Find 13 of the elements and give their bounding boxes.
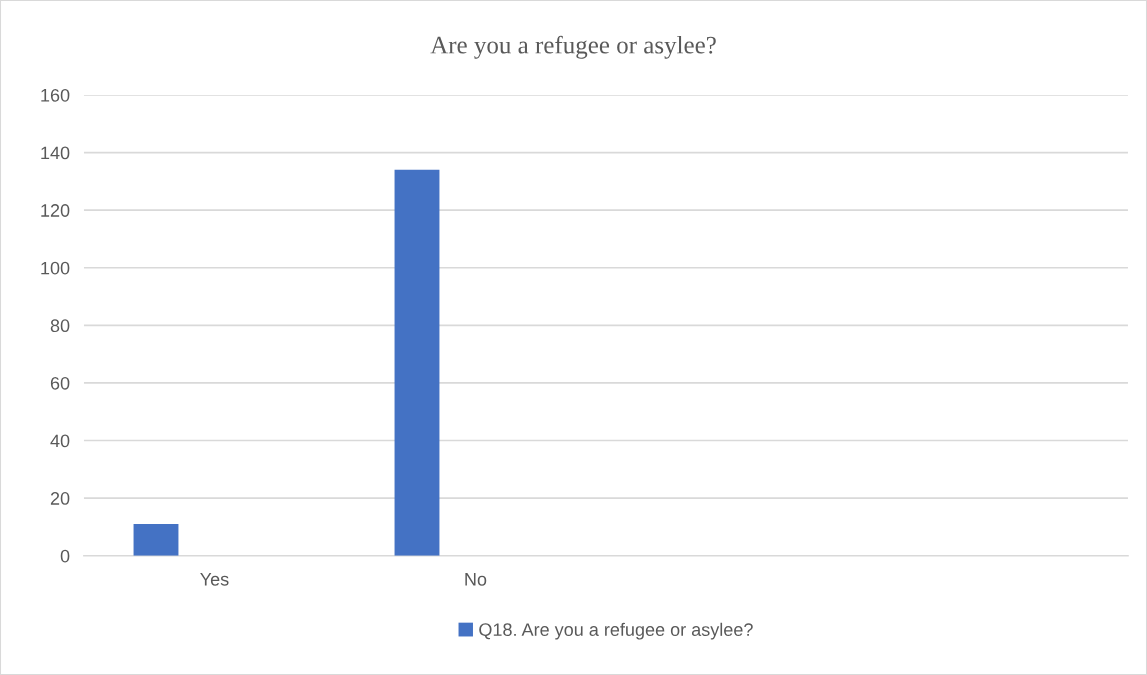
y-tick-label: 60 — [50, 376, 70, 390]
y-tick-label: 0 — [60, 549, 70, 563]
y-tick-label: 80 — [50, 319, 70, 333]
y-tick-label: 120 — [41, 204, 70, 217]
x-tick-label: Yes — [200, 573, 229, 586]
y-tick-label: 20 — [50, 492, 70, 505]
y-tick-label: 160 — [41, 88, 70, 102]
x-tick-label: No — [465, 573, 487, 586]
y-tick-label: 40 — [50, 434, 70, 448]
legend-label: Q18. Are you a refugee or asylee? — [479, 622, 753, 640]
y-tick-label: 140 — [41, 146, 70, 160]
y-tick-label: 100 — [41, 261, 70, 275]
chart-title: Are you a refugee or asylee? — [430, 35, 716, 59]
